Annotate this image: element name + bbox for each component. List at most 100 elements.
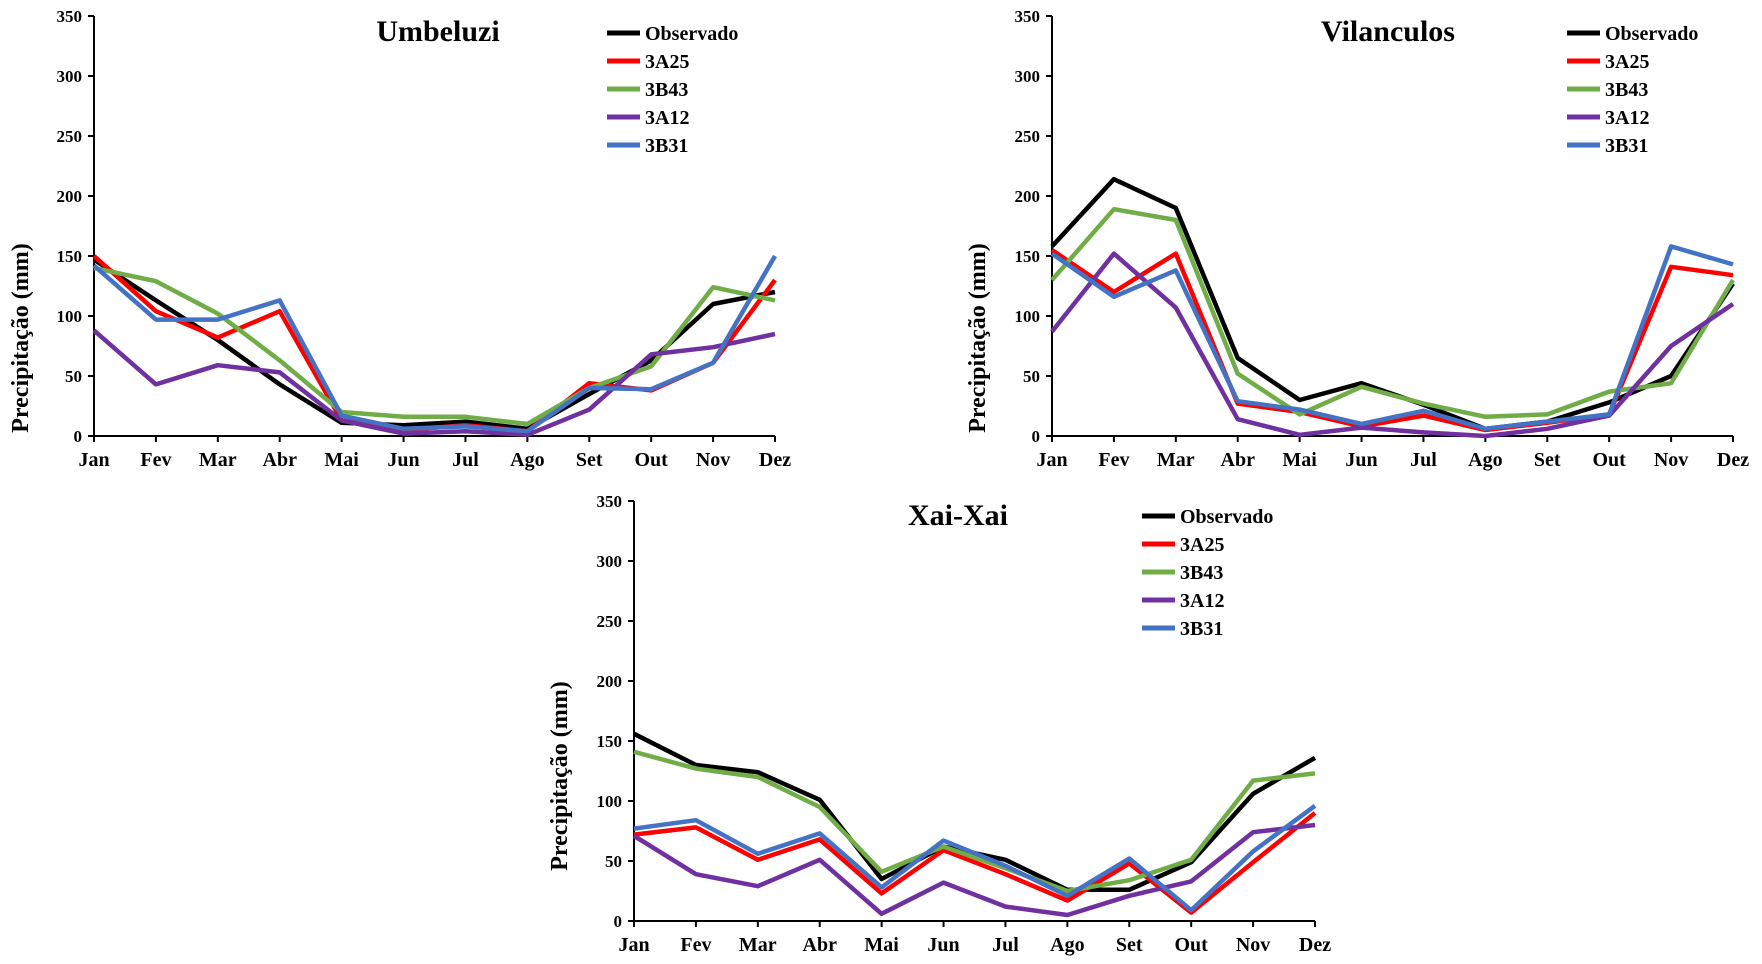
- legend-label-3b31: 3B31: [1605, 135, 1648, 157]
- legend-label-3a12: 3A12: [645, 107, 689, 129]
- x-tick-label: Jul: [452, 449, 479, 471]
- y-tick-label: 150: [57, 247, 83, 266]
- x-tick-label: Ago: [510, 449, 544, 471]
- x-tick-label: Jan: [618, 934, 649, 956]
- x-tick-label: Jul: [992, 934, 1019, 956]
- y-axis-label: Precipitação (mm): [8, 243, 34, 432]
- y-tick-label: 50: [65, 367, 82, 386]
- y-tick-label: 100: [57, 307, 83, 326]
- legend: Observado 3A25 3B43 3A12 3B31: [607, 23, 738, 157]
- x-tick-label: Fev: [140, 449, 171, 471]
- x-tick-label: Jan: [1036, 449, 1067, 471]
- legend-label-3a12: 3A12: [1605, 107, 1649, 129]
- series-line-3b31: [92, 254, 777, 434]
- x-tick-label: Dez: [1717, 449, 1749, 471]
- y-tick-label: 250: [57, 127, 83, 146]
- y-tick-label: 200: [597, 672, 623, 691]
- series-line-3b43: [1050, 206, 1735, 420]
- y-tick-label: 300: [597, 552, 623, 571]
- legend-label-3a25: 3A25: [1180, 534, 1224, 556]
- y-tick-label: 300: [57, 67, 83, 86]
- series-line-observado: [92, 257, 776, 432]
- y-tick-label: 350: [57, 7, 83, 26]
- x-tick-label: Nov: [1236, 934, 1270, 956]
- legend-label-3a25: 3A25: [645, 51, 689, 73]
- y-tick-label: 200: [57, 187, 83, 206]
- x-tick-label: Abr: [803, 934, 838, 956]
- x-tick-label: Jul: [1410, 449, 1437, 471]
- y-tick-label: 350: [597, 492, 623, 511]
- chart-title: Vilanculos: [1321, 15, 1455, 48]
- y-tick-label: 300: [1015, 67, 1041, 86]
- series-line-3a12: [1050, 251, 1735, 439]
- x-tick-label: Dez: [1299, 934, 1331, 956]
- y-axis-label: Precipitação (mm): [965, 243, 991, 432]
- legend-label-3a12: 3A12: [1180, 590, 1224, 612]
- y-tick-label: 100: [597, 792, 623, 811]
- chart-title: Umbeluzi: [376, 15, 499, 48]
- y-tick-label: 0: [1032, 427, 1041, 446]
- y-tick-label: 250: [597, 612, 623, 631]
- legend-label-3b31: 3B31: [1180, 618, 1223, 640]
- legend-label-3b43: 3B43: [1605, 79, 1648, 101]
- legend-label-observado: Observado: [1180, 506, 1273, 528]
- legend: Observado 3A25 3B43 3A12 3B31: [1567, 23, 1698, 157]
- y-tick-label: 100: [1015, 307, 1041, 326]
- legend-label-3b43: 3B43: [1180, 562, 1223, 584]
- series-line-3b43: [93, 265, 776, 427]
- x-tick-label: Fev: [680, 934, 711, 956]
- series-line-3a25: [1050, 248, 1734, 433]
- series-line-3b43: [633, 749, 1316, 894]
- y-tick-label: 250: [1015, 127, 1041, 146]
- x-tick-label: Out: [1175, 934, 1209, 956]
- x-tick-label: Set: [576, 449, 603, 471]
- series-line-3b31: [633, 803, 1317, 913]
- x-tick-label: Abr: [1221, 449, 1256, 471]
- x-tick-label: Nov: [1654, 449, 1688, 471]
- legend-label-3b31: 3B31: [645, 135, 688, 157]
- x-tick-label: Dez: [759, 449, 791, 471]
- y-tick-label: 150: [597, 732, 623, 751]
- x-tick-label: Set: [1534, 449, 1561, 471]
- x-tick-label: Out: [635, 449, 669, 471]
- x-tick-label: Mar: [199, 449, 237, 471]
- x-tick-label: Mar: [1157, 449, 1195, 471]
- x-tick-label: Abr: [263, 449, 298, 471]
- y-tick-label: 350: [1015, 7, 1041, 26]
- legend-label-3a25: 3A25: [1605, 51, 1649, 73]
- x-tick-label: Set: [1116, 934, 1143, 956]
- series-line-3a25: [633, 811, 1317, 915]
- x-tick-label: Jun: [927, 934, 959, 956]
- y-tick-label: 200: [1015, 187, 1041, 206]
- x-tick-label: Mai: [324, 449, 359, 471]
- x-tick-label: Nov: [696, 449, 730, 471]
- chart-title: Xai-Xai: [908, 499, 1008, 532]
- chart-umbeluzi: 0 50 100 150 200 250 300 350 Jan Fev Mar Abr Mai Jun J…: [8, 7, 791, 471]
- x-tick-label: Mai: [1282, 449, 1317, 471]
- y-tick-label: 0: [614, 912, 623, 931]
- x-tick-label: Jun: [1345, 449, 1377, 471]
- x-tick-label: Ago: [1050, 934, 1084, 956]
- legend: Observado 3A25 3B43 3A12 3B31: [1142, 506, 1273, 640]
- legend-label-observado: Observado: [1605, 23, 1698, 45]
- y-tick-label: 50: [605, 852, 622, 871]
- x-tick-label: Jan: [78, 449, 109, 471]
- legend-label-observado: Observado: [645, 23, 738, 45]
- y-tick-label: 0: [74, 427, 83, 446]
- x-tick-label: Jun: [387, 449, 419, 471]
- x-tick-label: Out: [1593, 449, 1627, 471]
- x-tick-label: Fev: [1098, 449, 1129, 471]
- x-tick-label: Ago: [1468, 449, 1502, 471]
- series-line-3a12: [92, 328, 776, 438]
- y-axis-label: Precipitação (mm): [547, 681, 573, 870]
- x-tick-label: Mar: [739, 934, 777, 956]
- chart-vilanculos: 0 50 100 150 200 250 300 350 Jan Fev Mar Abr Mai Jun J…: [965, 7, 1749, 471]
- legend-label-3b43: 3B43: [645, 79, 688, 101]
- series-line-3b31: [1050, 244, 1734, 432]
- chart-xai-xai: 0 50 100 150 200 250 300 350 Jan Fev Mar Abr Mai Jun J…: [547, 492, 1331, 956]
- series-line-3a12: [632, 822, 1316, 918]
- y-tick-label: 150: [1015, 247, 1041, 266]
- x-tick-label: Mai: [864, 934, 899, 956]
- y-tick-label: 50: [1023, 367, 1040, 386]
